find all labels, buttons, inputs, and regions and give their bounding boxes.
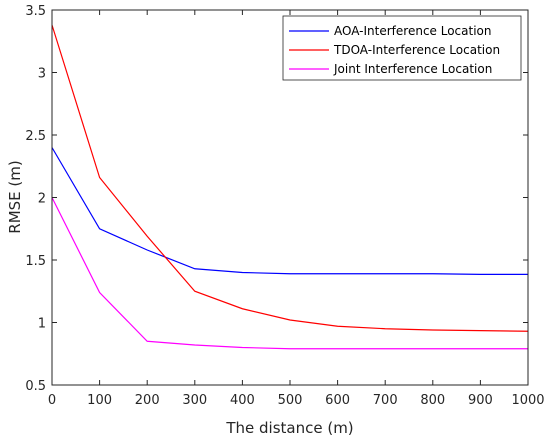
x-tick-label: 700 <box>373 393 398 408</box>
y-tick-label: 2.5 <box>25 129 46 144</box>
x-tick-label: 400 <box>230 393 255 408</box>
series-line-tdoa-interference-location <box>51 24 529 332</box>
x-tick-label: 800 <box>420 393 445 408</box>
x-tick-label: 1000 <box>511 393 544 408</box>
ticks-layer: 0 100 200 300 400 500 600 700 800 900 1000 0.5 1 1.5 2… <box>25 4 544 408</box>
y-tick-label: 3.5 <box>25 4 46 19</box>
series-line-joint-interference-location <box>51 197 528 350</box>
x-axis-label: The distance (m) <box>225 419 353 437</box>
y-tick-label: 1 <box>38 317 46 332</box>
legend: AOA-Interference Location TDOA-Interferen… <box>282 15 522 81</box>
legend-entry-label: TDOA-Interference Location <box>333 43 500 57</box>
x-tick-label: 100 <box>87 393 112 408</box>
x-tick-label: 0 <box>48 393 56 408</box>
x-tick-label: 600 <box>325 393 350 408</box>
y-axis-label: RMSE (m) <box>6 160 24 233</box>
y-tick-label: 0.5 <box>25 379 46 394</box>
series-layer <box>51 24 529 350</box>
series-line-aoa-interference-location <box>51 147 528 275</box>
x-tick-label: 200 <box>135 393 160 408</box>
y-tick-label: 1.5 <box>25 254 46 269</box>
legend-entry-label: AOA-Interference Location <box>334 24 492 38</box>
y-tick-label: 3 <box>38 67 46 82</box>
x-tick-label: 900 <box>468 393 493 408</box>
y-tick-label: 2 <box>38 192 46 207</box>
legend-entry-label: Joint Interference Location <box>333 62 492 76</box>
x-tick-label: 300 <box>182 393 207 408</box>
x-tick-label: 500 <box>278 393 303 408</box>
